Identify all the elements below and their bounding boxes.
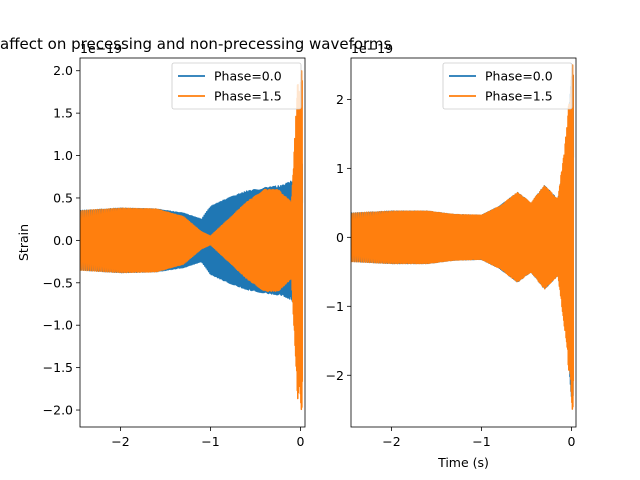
x-tick-label: 0 [568,434,576,449]
y-tick-label: 2.0 [53,63,73,78]
axes-frame [350,57,577,428]
y-tick-label: 0.5 [53,190,73,205]
x-tick-label: −2 [382,434,400,449]
x-axis-label: Time (s) [437,455,489,470]
legend: Phase=0.0 Phase=1.5 [442,62,573,110]
y-tick-label: 1.0 [53,148,73,163]
x-tick-label: −1 [472,434,490,449]
series-line-phase-1-5 [80,70,304,411]
legend-entry-label: Phase=0.0 [485,69,553,84]
figure-title: affect on precessing and non-precessing … [0,35,392,53]
y-offset-text: 1e−19 [80,41,122,56]
series-line-phase-1-5 [351,64,575,410]
y-tick-label: −1.0 [43,318,73,333]
y-tick-label: −2.0 [43,403,73,418]
x-tick-label: −2 [111,434,129,449]
x-tick-label: 0 [297,434,305,449]
y-tick-label: 0 [336,230,344,245]
y-tick-label: −1 [326,299,344,314]
plot-area [351,64,575,410]
x-tick-label: −1 [201,434,219,449]
axes-frame [79,57,306,428]
plot-area [80,70,304,411]
legend-box [171,62,302,110]
left-panel: −2 −1 0 −2.0 −1.5 −1.0 −0.5 0.0 0.5 1.0 1.5 2.0 1e−1… [16,41,306,449]
y-tick-label: −2 [326,368,344,383]
y-axis-label: Strain [16,224,31,261]
y-tick-label: −1.5 [43,360,73,375]
legend-box [442,62,573,110]
y-offset-text: 1e−19 [351,41,393,56]
legend-entry-label: Phase=0.0 [214,69,282,84]
y-tick-label: 1.5 [53,106,73,121]
legend-entry-label: Phase=1.5 [214,89,282,104]
legend-entry-label: Phase=1.5 [485,89,553,104]
y-tick-label: 1 [336,161,344,176]
y-tick-label: −0.5 [43,275,73,290]
y-tick-label: 0.0 [53,233,73,248]
legend: Phase=0.0 Phase=1.5 [171,62,302,110]
y-tick-label: 2 [336,92,344,107]
